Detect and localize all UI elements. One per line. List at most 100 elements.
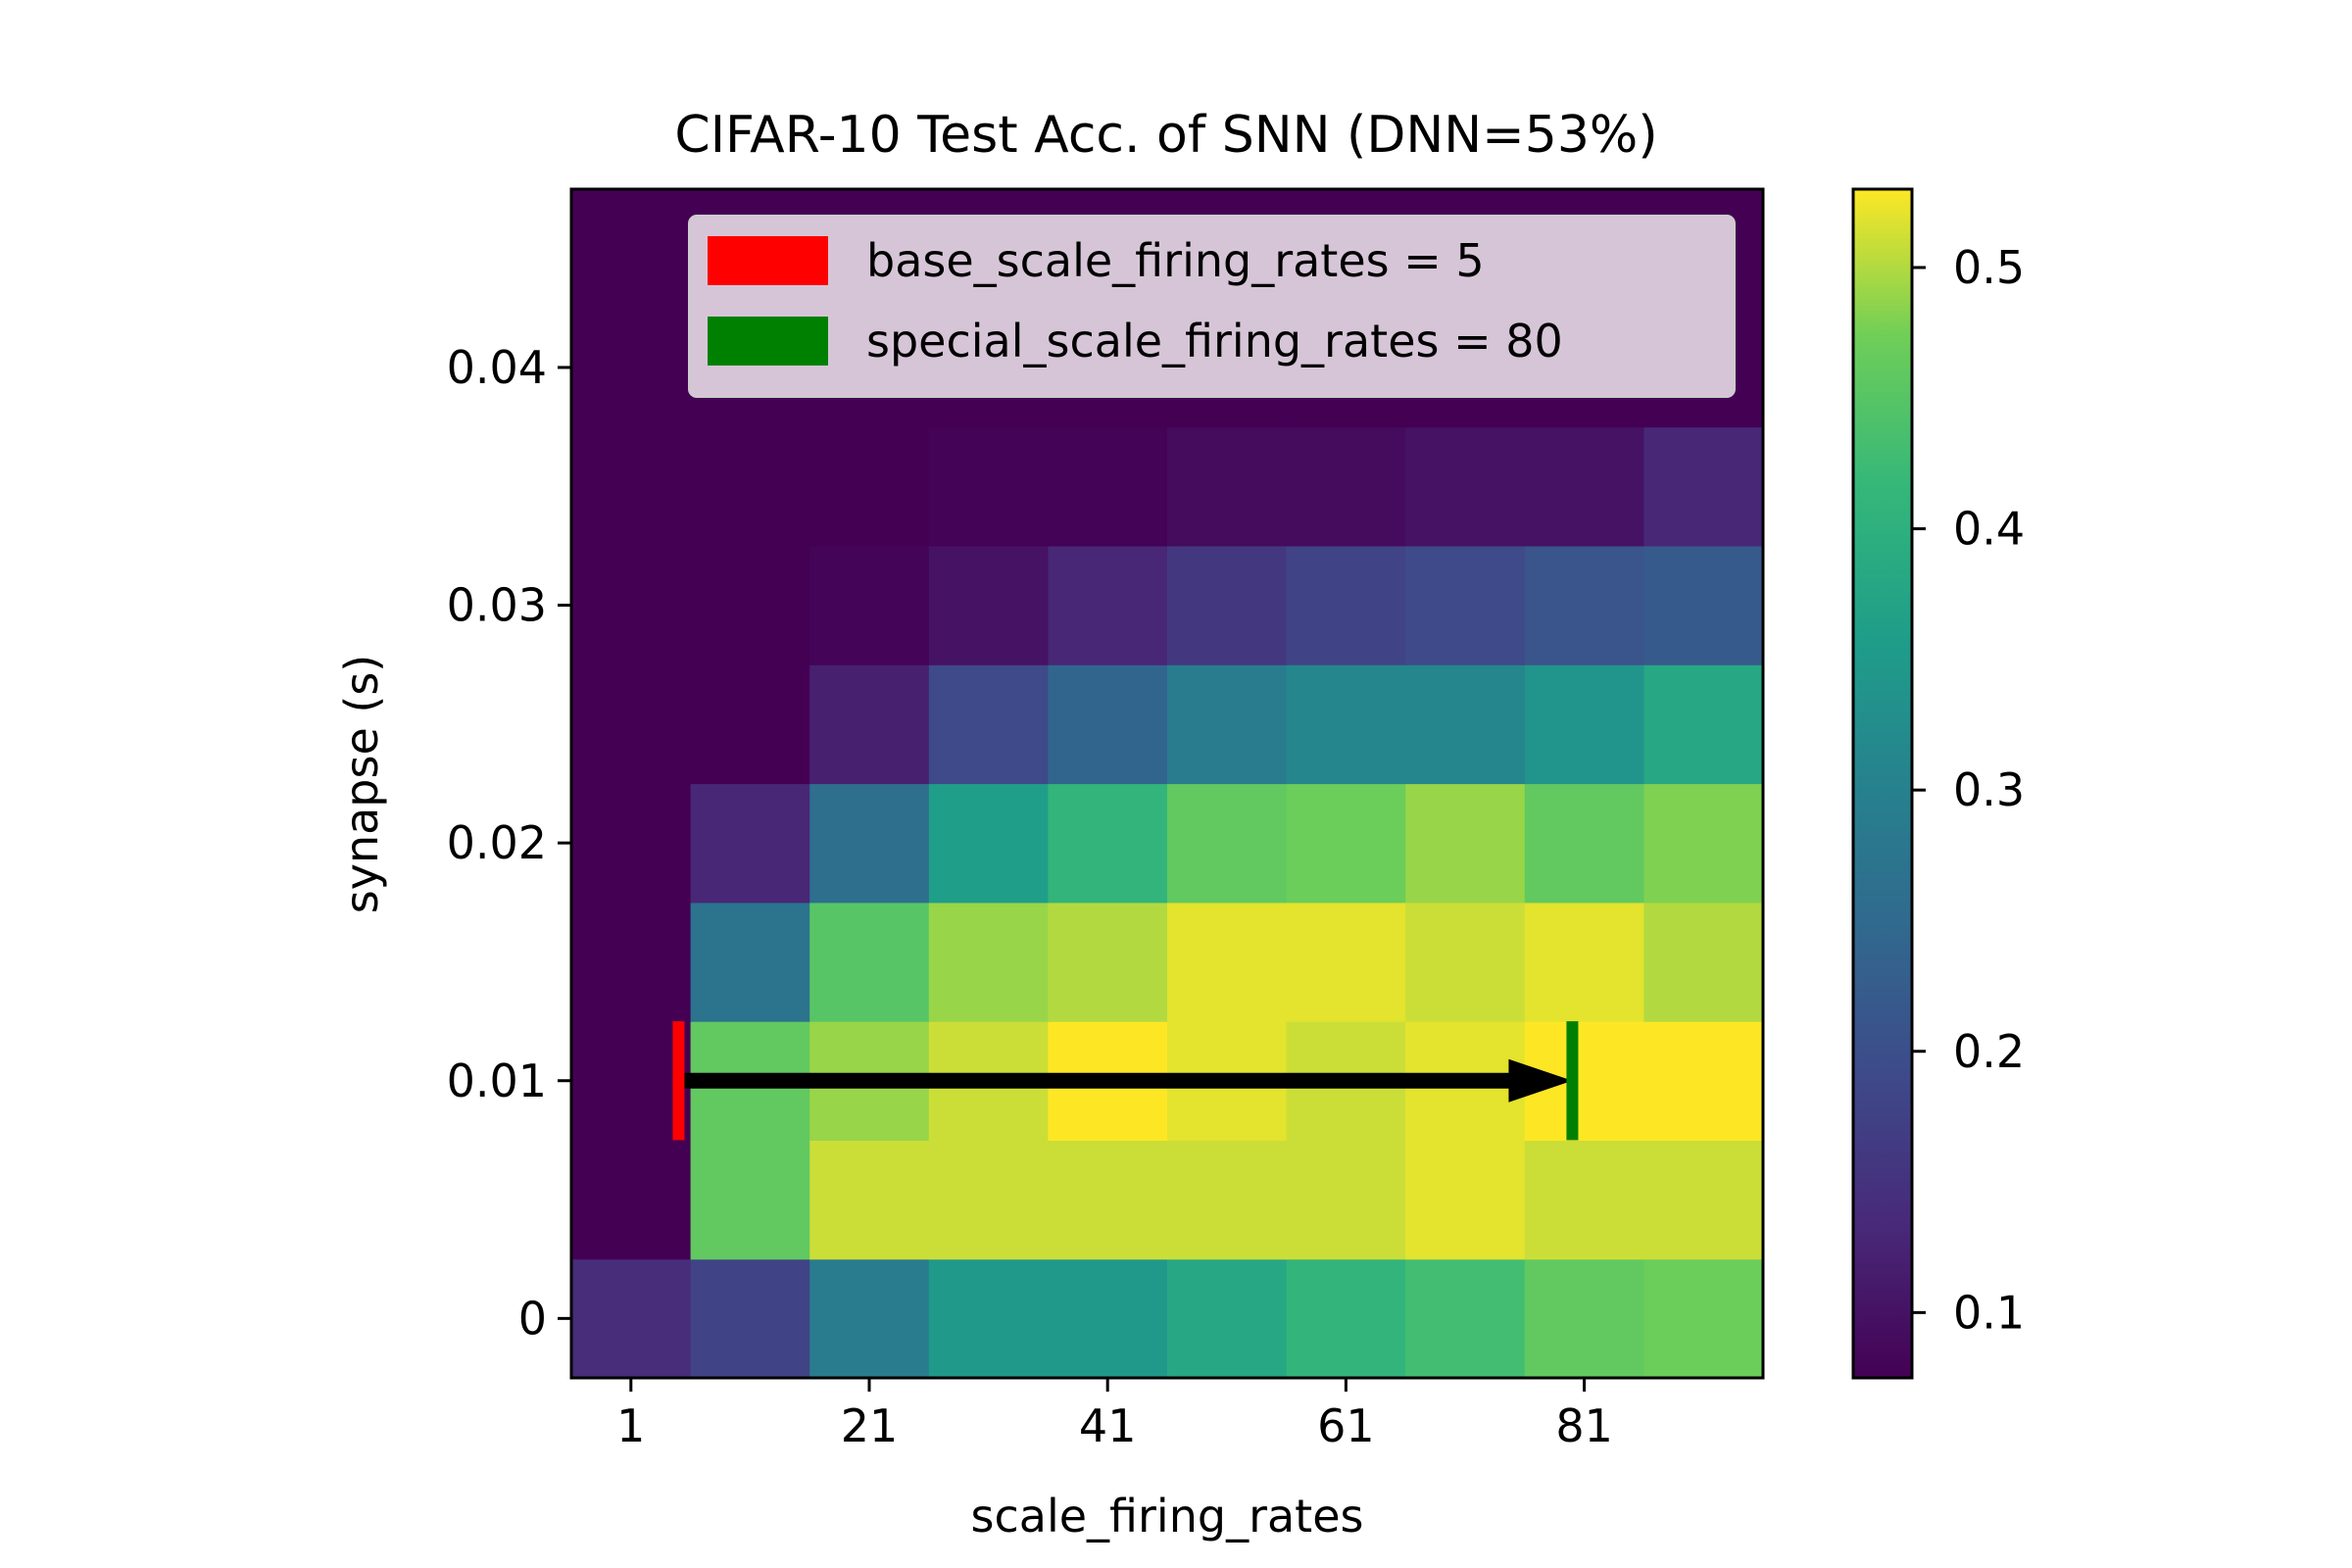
x-axis-label: scale_firing_rates xyxy=(971,1490,1364,1543)
x-tick-label: 41 xyxy=(1079,1399,1137,1452)
heatmap-cell xyxy=(1643,783,1764,904)
heatmap-cell xyxy=(571,545,692,665)
y-axis-label: synapse (s) xyxy=(335,655,388,913)
heatmap-cell xyxy=(1405,545,1526,665)
heatmap-cell xyxy=(1643,1021,1764,1141)
heatmap-cell xyxy=(1048,783,1168,904)
heatmap-cell xyxy=(1405,426,1526,547)
heatmap-cell xyxy=(1643,545,1764,665)
heatmap-cell xyxy=(571,1258,692,1379)
heatmap-cell xyxy=(809,545,930,665)
heatmap-cell xyxy=(809,1140,930,1260)
y-tick-label: 0.02 xyxy=(447,816,547,869)
y-tick-label: 0 xyxy=(518,1292,547,1345)
heatmap-cell xyxy=(1643,1258,1764,1379)
chart-title: CIFAR-10 Test Acc. of SNN (DNN=53%) xyxy=(674,106,1657,165)
base-marker xyxy=(672,1021,685,1141)
heatmap-cell xyxy=(1167,664,1288,785)
heatmap-cell xyxy=(1286,783,1406,904)
heatmap-cell xyxy=(1405,783,1526,904)
heatmap-cell xyxy=(1048,1258,1168,1379)
heatmap-cell xyxy=(1524,902,1644,1022)
heatmap-cell xyxy=(571,1140,692,1260)
heatmap-cell xyxy=(690,783,810,904)
heatmap-cell xyxy=(690,1140,810,1260)
heatmap-cell xyxy=(1286,1258,1406,1379)
y-tick-label: 0.03 xyxy=(447,579,547,632)
heatmap-cell xyxy=(690,664,810,785)
heatmap-cell xyxy=(571,189,692,309)
colorbar-tick-label: 0.3 xyxy=(1953,763,2025,816)
heatmap-cell xyxy=(1167,902,1288,1022)
heatmap-cell xyxy=(928,664,1049,785)
heatmap-cell xyxy=(1286,545,1406,665)
legend-swatch-special xyxy=(708,317,828,366)
heatmap-cell xyxy=(1643,1140,1764,1260)
heatmap-cell xyxy=(1286,426,1406,547)
heatmap-cell xyxy=(928,1258,1049,1379)
heatmap-cell xyxy=(1405,1140,1526,1260)
heatmap-cell xyxy=(571,664,692,785)
colorbar-tick-label: 0.1 xyxy=(1953,1286,2025,1339)
x-tick-label: 81 xyxy=(1555,1399,1613,1452)
heatmap-cell xyxy=(571,1021,692,1141)
heatmap-cell xyxy=(1643,426,1764,547)
heatmap-cell xyxy=(1286,664,1406,785)
heatmap-cell xyxy=(690,902,810,1022)
heatmap-cell xyxy=(690,1258,810,1379)
colorbar-tick-label: 0.4 xyxy=(1953,503,2025,556)
legend-label-base: base_scale_firing_rates = 5 xyxy=(866,234,1485,287)
heatmap-cell xyxy=(1524,426,1644,547)
heatmap-cell xyxy=(1167,1140,1288,1260)
legend-box xyxy=(688,215,1736,398)
x-tick-label: 21 xyxy=(841,1399,899,1452)
heatmap-cell xyxy=(1643,902,1764,1022)
heatmap-cell xyxy=(928,1140,1049,1260)
heatmap-cell xyxy=(1524,1258,1644,1379)
colorbar-gradient xyxy=(1851,187,1914,1380)
heatmap-cell xyxy=(1048,426,1168,547)
heatmap-cell xyxy=(809,426,930,547)
heatmap-cell xyxy=(809,1258,930,1379)
heatmap-cell xyxy=(1048,545,1168,665)
heatmap-cell xyxy=(809,664,930,785)
heatmap-cell xyxy=(1405,664,1526,785)
x-tick-label: 61 xyxy=(1317,1399,1375,1452)
heatmap-cell xyxy=(571,902,692,1022)
heatmap-cell xyxy=(1643,664,1764,785)
heatmap-cell xyxy=(1167,426,1288,547)
heatmap-cell xyxy=(1167,783,1288,904)
legend: base_scale_firing_rates = 5 special_scale… xyxy=(688,215,1736,398)
heatmap-cell xyxy=(690,426,810,547)
y-tick-label: 0.04 xyxy=(447,341,547,394)
heatmap-cell xyxy=(571,308,692,428)
heatmap-cell xyxy=(1524,783,1644,904)
x-axis-ticks: 1 21 41 61 81 xyxy=(616,1378,1613,1452)
heatmap-cell xyxy=(928,783,1049,904)
arrow-head xyxy=(1508,1058,1573,1102)
heatmap-cell xyxy=(1405,902,1526,1022)
heatmap-cell xyxy=(1524,545,1644,665)
heatmap-cell xyxy=(1167,1258,1288,1379)
heatmap-cell xyxy=(1286,1140,1406,1260)
heatmap-cell xyxy=(1048,1140,1168,1260)
special-marker xyxy=(1566,1021,1579,1141)
heatmap-cell xyxy=(928,545,1049,665)
heatmap-cell xyxy=(928,902,1049,1022)
heatmap-cell xyxy=(928,426,1049,547)
x-tick-label: 1 xyxy=(616,1399,645,1452)
heatmap-cell xyxy=(1405,1258,1526,1379)
heatmap-cell xyxy=(1524,664,1644,785)
heatmap-cell xyxy=(809,902,930,1022)
heatmap-cell xyxy=(1286,902,1406,1022)
heatmap-cell xyxy=(690,545,810,665)
y-tick-label: 0.01 xyxy=(447,1054,547,1107)
y-axis-ticks: 0 0.01 0.02 0.03 0.04 xyxy=(447,341,571,1345)
legend-label-special: special_scale_firing_rates = 80 xyxy=(866,315,1563,368)
heatmap-cell xyxy=(1524,1140,1644,1260)
heatmap-cell xyxy=(571,783,692,904)
plot-frame xyxy=(569,187,1765,1380)
heatmap-cell xyxy=(571,426,692,547)
colorbar-tick-label: 0.5 xyxy=(1953,241,2025,294)
